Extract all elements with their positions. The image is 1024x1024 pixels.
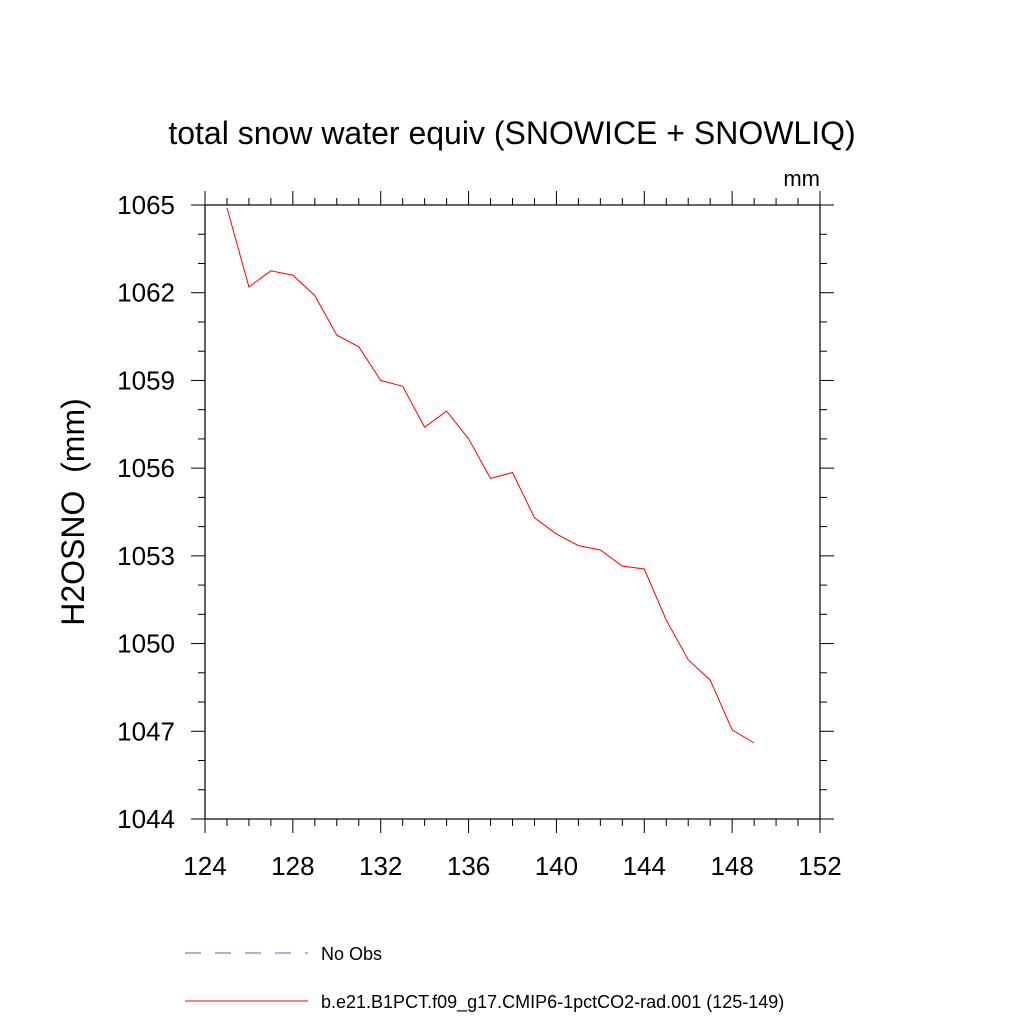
legend: No Obs b.e21.B1PCT.f09_g17.CMIP6-1pctCO2-…	[185, 944, 784, 1013]
y-tick-label: 1050	[117, 629, 175, 659]
x-tick-label: 152	[798, 851, 841, 881]
data-series	[226, 207, 755, 744]
x-tick-label: 136	[447, 851, 490, 881]
series-line	[226, 207, 755, 744]
y-tick-label: 1065	[117, 190, 175, 220]
y-tick-label: 1056	[117, 453, 175, 483]
y-tick-label: 1059	[117, 365, 175, 395]
y-axis-label: H2OSNO (mm)	[55, 398, 91, 626]
units-label: mm	[783, 166, 820, 191]
x-tick-label: 140	[535, 851, 578, 881]
y-tick-label: 1053	[117, 541, 175, 571]
chart-title: total snow water equiv (SNOWICE + SNOWLI…	[168, 115, 855, 151]
x-tick-label: 124	[183, 851, 226, 881]
x-tick-label: 144	[623, 851, 666, 881]
x-tick-label: 132	[359, 851, 402, 881]
y-tick-label: 1062	[117, 278, 175, 308]
axis-ticks: 124 128 132 136 140 144 148 152 1044 1047 1050 1053…	[117, 190, 842, 881]
plot-frame	[204, 204, 821, 820]
x-tick-label: 148	[710, 851, 753, 881]
legend-label: No Obs	[321, 944, 382, 964]
y-tick-label: 1044	[117, 804, 175, 834]
y-tick-label: 1047	[117, 716, 175, 746]
legend-label: b.e21.B1PCT.f09_g17.CMIP6-1pctCO2-rad.00…	[321, 992, 784, 1013]
x-tick-label: 128	[271, 851, 314, 881]
